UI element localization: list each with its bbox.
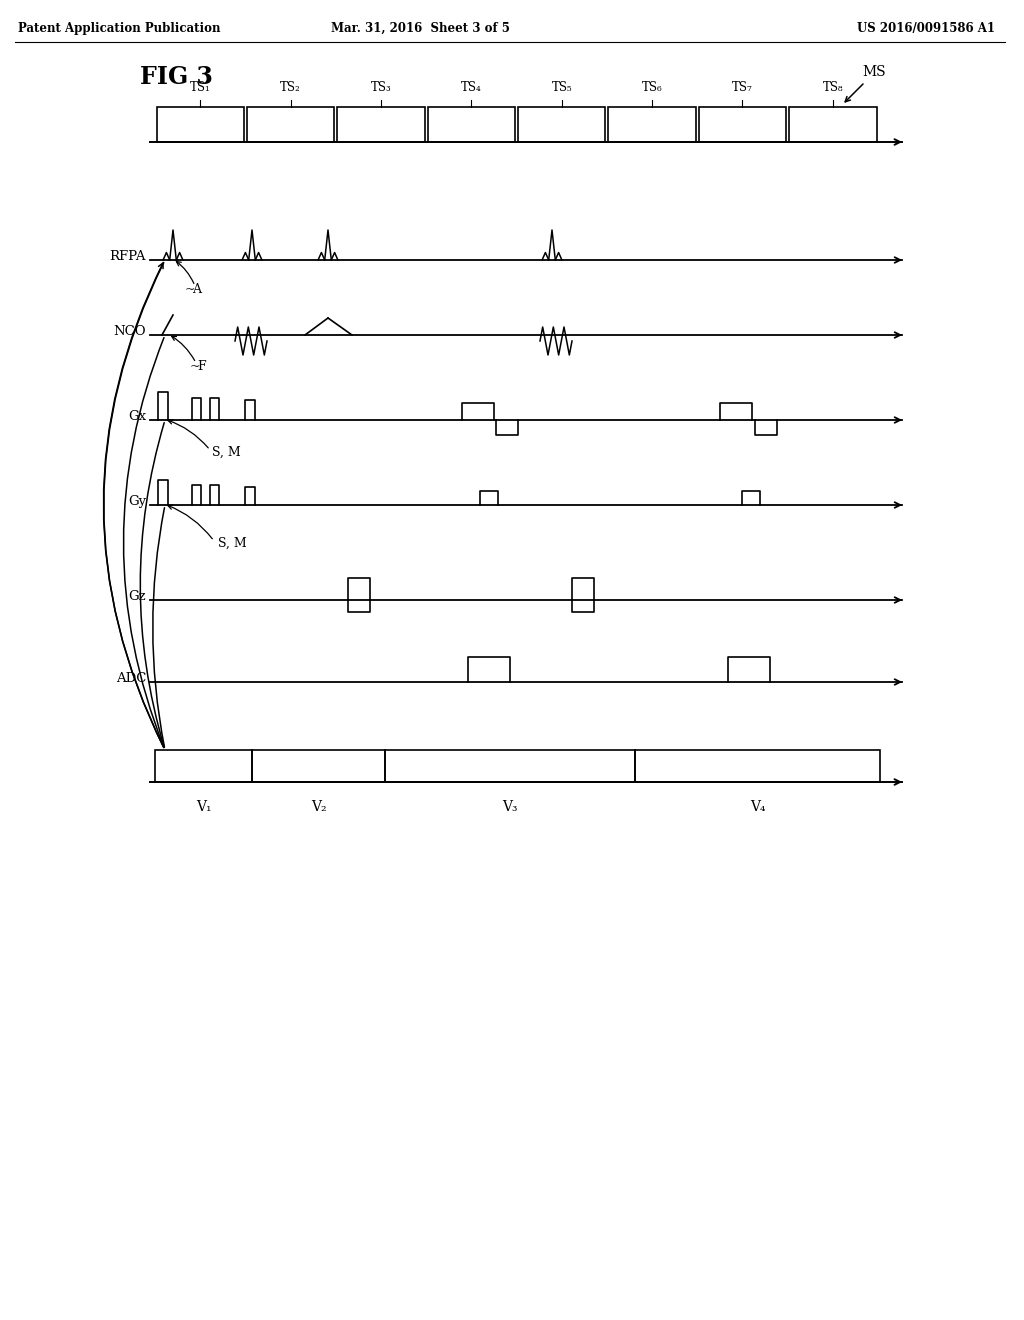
Bar	[252, 750, 385, 781]
Bar	[518, 107, 605, 143]
Bar	[155, 750, 252, 781]
Text: MS: MS	[862, 65, 886, 79]
Text: TS₈: TS₈	[822, 81, 843, 94]
FancyArrowPatch shape	[124, 338, 164, 747]
Text: TS₃: TS₃	[371, 81, 391, 94]
Bar	[157, 107, 244, 143]
Text: TS₂: TS₂	[281, 81, 301, 94]
Text: V₂: V₂	[310, 800, 327, 814]
Text: RFPA: RFPA	[110, 249, 146, 263]
FancyArrowPatch shape	[103, 263, 164, 747]
Bar	[247, 107, 334, 143]
Text: Gx: Gx	[128, 409, 146, 422]
Bar	[698, 107, 786, 143]
Text: F: F	[197, 360, 206, 374]
Text: Patent Application Publication: Patent Application Publication	[18, 22, 220, 36]
Text: V₃: V₃	[502, 800, 518, 814]
Text: TS₇: TS₇	[732, 81, 753, 94]
Text: Mar. 31, 2016  Sheet 3 of 5: Mar. 31, 2016 Sheet 3 of 5	[331, 22, 509, 36]
Bar	[608, 107, 695, 143]
Text: NCO: NCO	[114, 325, 146, 338]
FancyArrowPatch shape	[140, 422, 164, 747]
Text: TS₄: TS₄	[461, 81, 481, 94]
Bar	[790, 107, 877, 143]
Bar	[337, 107, 425, 143]
Text: ~: ~	[190, 360, 201, 374]
Text: Gz: Gz	[128, 590, 146, 602]
Bar	[428, 107, 515, 143]
Text: US 2016/0091586 A1: US 2016/0091586 A1	[857, 22, 995, 36]
FancyArrowPatch shape	[153, 508, 165, 747]
Text: V₁: V₁	[196, 800, 211, 814]
Text: TS₁: TS₁	[189, 81, 211, 94]
Text: S, M: S, M	[218, 537, 247, 550]
Text: TS₅: TS₅	[551, 81, 572, 94]
Text: Gy: Gy	[128, 495, 146, 507]
Bar	[635, 750, 880, 781]
Bar	[385, 750, 635, 781]
Text: A: A	[193, 282, 201, 296]
Text: V₄: V₄	[750, 800, 765, 814]
Text: FIG 3: FIG 3	[140, 65, 213, 88]
Text: S, M: S, M	[212, 446, 241, 459]
Text: TS₆: TS₆	[642, 81, 663, 94]
Text: ADC: ADC	[116, 672, 146, 685]
Text: ~: ~	[185, 282, 196, 296]
